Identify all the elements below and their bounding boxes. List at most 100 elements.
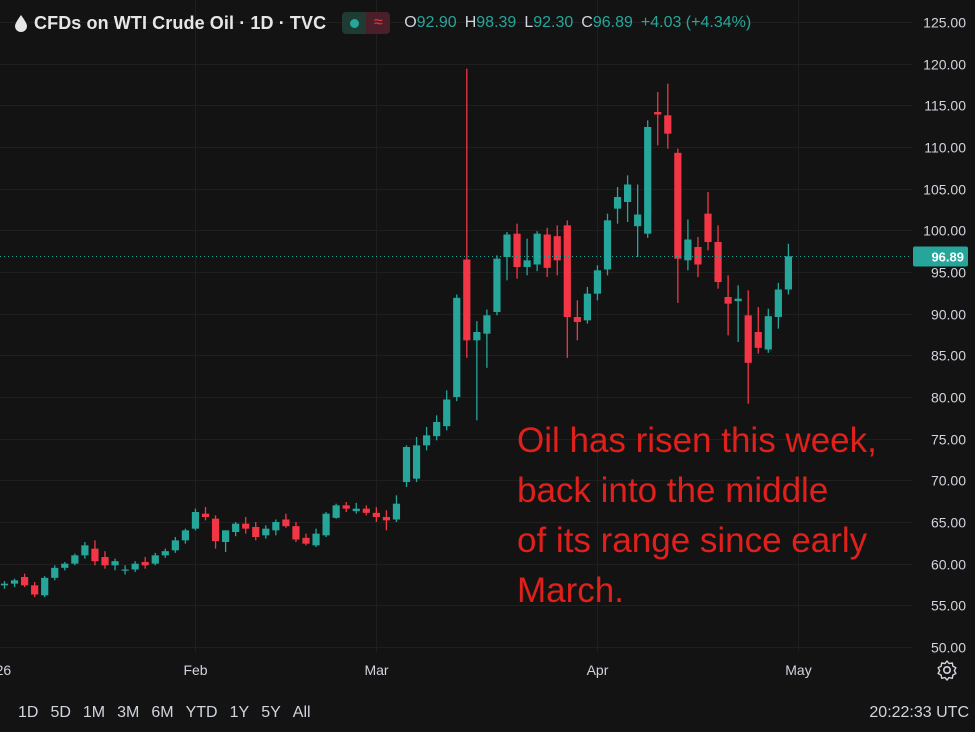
- candle-body: [71, 555, 79, 564]
- candle-body: [81, 545, 89, 556]
- candle-down: [21, 573, 29, 587]
- candle-up: [764, 308, 772, 353]
- data-delay-icon[interactable]: ≈: [366, 12, 391, 34]
- candle-down: [292, 522, 300, 542]
- candle-down: [372, 507, 380, 522]
- candle-up: [503, 232, 511, 281]
- candle-body: [473, 332, 481, 341]
- x-tick-label: 026: [0, 662, 11, 678]
- y-tick-label: 70.00: [931, 473, 966, 489]
- candle-up: [734, 285, 742, 342]
- candle-down: [724, 275, 732, 336]
- candle-up: [171, 537, 179, 553]
- bottom-toolbar: 1D 5D 1M 3M 6M YTD 1Y 5Y All 20:22:33 UT…: [0, 700, 975, 732]
- range-5d-button[interactable]: 5D: [50, 704, 71, 721]
- candle-body: [181, 530, 189, 541]
- y-tick-label: 110.00: [924, 140, 966, 156]
- candle-up: [523, 238, 531, 276]
- instrument-title[interactable]: CFDs on WTI Crude Oil · 1D · TVC: [34, 12, 327, 33]
- candle-body: [453, 297, 461, 397]
- candle-body: [161, 551, 169, 556]
- candle-body: [282, 519, 290, 527]
- candle-body: [302, 537, 310, 544]
- range-5y-button[interactable]: 5Y: [261, 704, 281, 721]
- y-tick-label: 85.00: [931, 348, 966, 364]
- candle-body: [754, 332, 762, 348]
- ohlc-values: O92.90 H98.39 L92.30 C96.89 +4.03 (+4.34…: [404, 14, 751, 32]
- candle-down: [573, 300, 581, 341]
- range-ytd-button[interactable]: YTD: [185, 704, 218, 721]
- candles: [0, 68, 792, 597]
- candle-body: [171, 540, 179, 551]
- range-selector: 1D 5D 1M 3M 6M YTD 1Y 5Y All: [18, 704, 323, 722]
- candle-body: [0, 583, 9, 586]
- candle-down: [362, 505, 370, 516]
- candle-up: [151, 552, 159, 566]
- x-tick-label: May: [785, 662, 811, 678]
- candle-body: [634, 214, 642, 227]
- candle-body: [563, 225, 571, 317]
- range-all-button[interactable]: All: [292, 704, 311, 721]
- candle-body: [222, 530, 230, 542]
- y-tick-label: 105.00: [923, 182, 966, 198]
- range-1y-button[interactable]: 1Y: [229, 704, 250, 721]
- chart-legend: CFDs on WTI Crude Oil · 1D · TVC ≈ O92.9…: [14, 10, 751, 36]
- candle-body: [543, 234, 551, 268]
- candle-body: [593, 270, 602, 294]
- candle-up: [613, 187, 622, 224]
- candle-up: [161, 548, 169, 558]
- candle-body: [433, 422, 441, 437]
- candle-body: [201, 513, 210, 517]
- candle-body: [603, 220, 612, 270]
- y-tick-label: 80.00: [931, 390, 966, 406]
- candle-body: [91, 548, 99, 562]
- candle-body: [704, 213, 712, 242]
- candle-body: [694, 247, 702, 265]
- candle-body: [533, 233, 541, 265]
- candle-body: [402, 447, 411, 482]
- candle-down: [463, 68, 471, 358]
- ohlc-close: 96.89: [592, 14, 633, 31]
- range-6m-button[interactable]: 6M: [151, 704, 174, 721]
- candle-up: [784, 243, 792, 295]
- candle-body: [111, 561, 119, 566]
- candle-body: [493, 258, 501, 312]
- range-3m-button[interactable]: 3M: [117, 704, 140, 721]
- y-tick-label: 55.00: [931, 598, 966, 614]
- ohlc-key: H: [464, 14, 477, 31]
- candle-up: [684, 219, 692, 271]
- market-status-icon[interactable]: [342, 12, 367, 34]
- candle-body: [61, 563, 69, 568]
- last-price-box: [913, 246, 968, 267]
- candle-body: [774, 289, 782, 317]
- candle-body: [573, 317, 581, 322]
- candle-up: [61, 562, 69, 571]
- y-tick-label: 60.00: [931, 557, 966, 573]
- candle-body: [784, 256, 792, 290]
- candle-body: [654, 112, 662, 115]
- candle-down: [563, 220, 571, 358]
- last-price-label: 96.89: [931, 250, 964, 265]
- candle-up: [774, 282, 782, 329]
- candle-body: [51, 567, 59, 578]
- candle-down: [201, 507, 210, 521]
- candle-up: [533, 231, 541, 272]
- range-1d-button[interactable]: 1D: [18, 704, 39, 721]
- candle-up: [332, 503, 340, 519]
- y-tick-label: 50.00: [931, 640, 966, 656]
- candle-up: [272, 519, 280, 536]
- ohlc-high: 98.39: [476, 14, 517, 31]
- candle-down: [744, 290, 752, 404]
- candle-up: [443, 390, 451, 431]
- candle-body: [141, 562, 149, 566]
- utc-clock[interactable]: 20:22:33 UTC: [869, 704, 969, 721]
- candle-up: [412, 437, 421, 482]
- range-1m-button[interactable]: 1M: [82, 704, 106, 721]
- candle-body: [211, 518, 220, 542]
- gear-icon[interactable]: [936, 659, 958, 681]
- candle-up: [392, 495, 401, 522]
- candle-body: [312, 533, 320, 546]
- candle-body: [392, 503, 401, 520]
- candle-body: [503, 234, 511, 257]
